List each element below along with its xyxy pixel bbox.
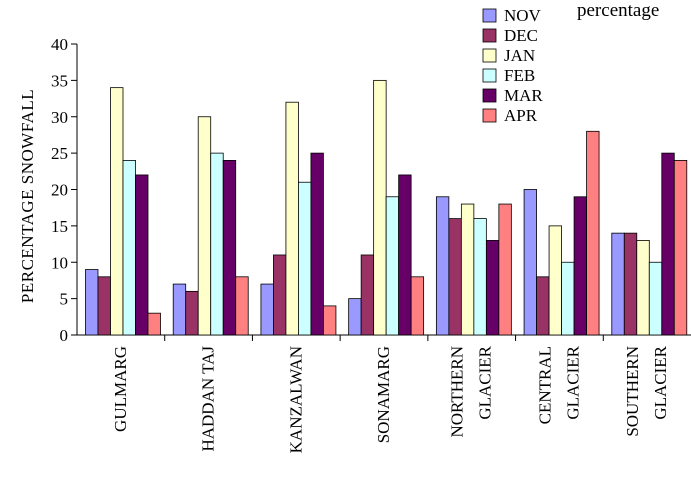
- legend-label-jan: JAN: [504, 46, 535, 65]
- bar-feb: [648, 261, 663, 336]
- bar-mar: [310, 152, 324, 336]
- y-tick-label: 15: [51, 217, 68, 236]
- bar-apr: [235, 276, 249, 336]
- bar-feb: [298, 181, 312, 336]
- y-tick-label: 25: [51, 144, 68, 163]
- bar-jan: [373, 79, 387, 336]
- bar-nov: [260, 283, 274, 336]
- bar-nov: [611, 232, 625, 336]
- bar-apr: [323, 305, 337, 336]
- legend-label-nov: NOV: [504, 6, 542, 25]
- bar-nov: [523, 189, 537, 336]
- bar-mar: [573, 196, 587, 336]
- bar-dec: [360, 254, 375, 336]
- category-label: GLACIER: [651, 345, 670, 419]
- bar-feb: [385, 196, 400, 336]
- y-tick-label: 10: [51, 253, 68, 272]
- legend-swatch-feb: [482, 68, 497, 83]
- bar-apr: [586, 130, 600, 336]
- category-label: SOUTHERN: [623, 346, 642, 437]
- bar-nov: [348, 298, 362, 336]
- bar-dec: [97, 276, 111, 336]
- y-tick-label: 35: [51, 71, 68, 90]
- bar-jan: [636, 240, 650, 336]
- legend-swatch-apr: [482, 108, 497, 123]
- bar-dec: [536, 276, 550, 336]
- bar-jan: [110, 87, 124, 336]
- bar-jan: [460, 203, 475, 336]
- bar-dec: [448, 218, 462, 336]
- bar-apr: [147, 312, 161, 336]
- bar-apr: [498, 203, 512, 336]
- y-tick-label: 5: [60, 290, 69, 309]
- bar-mar: [661, 152, 675, 336]
- category-label: HADDAN TAJ: [199, 346, 218, 452]
- bar-feb: [473, 218, 487, 336]
- legend-swatch-jan: [482, 48, 497, 63]
- bar-jan: [285, 101, 299, 336]
- bar-feb: [122, 159, 136, 336]
- legend-label-feb: FEB: [504, 66, 535, 85]
- bar-nov: [85, 269, 99, 336]
- bar-apr: [673, 159, 688, 336]
- category-label: KANZALWAN: [286, 346, 305, 453]
- bars: [85, 79, 688, 336]
- category-label: GULMARG: [111, 346, 130, 432]
- chart-top-text: percentage: [577, 0, 659, 21]
- bar-jan: [548, 225, 562, 336]
- bar-jan: [197, 116, 212, 336]
- category-label: NORTHERN: [448, 346, 467, 438]
- bar-mar: [485, 240, 500, 336]
- category-label: SONAMARG: [374, 346, 393, 443]
- legend-label-mar: MAR: [504, 86, 543, 105]
- legend-swatch-dec: [482, 28, 497, 43]
- bar-dec: [185, 290, 199, 336]
- legend-swatch-nov: [482, 8, 497, 23]
- y-tick-label: 20: [51, 181, 68, 200]
- category-label: GLACIER: [563, 345, 582, 419]
- bar-dec: [623, 232, 638, 336]
- legend-swatch-mar: [482, 88, 497, 103]
- y-axis-title: PERCENTAGE SNOWFALL: [18, 89, 37, 303]
- bar-feb: [210, 152, 224, 336]
- legend-label-dec: DEC: [504, 26, 538, 45]
- y-tick-label: 30: [51, 108, 68, 127]
- y-tick-label: 0: [60, 326, 69, 345]
- bar-mar: [398, 174, 412, 336]
- legend-label-apr: APR: [504, 106, 538, 125]
- bar-mar: [135, 174, 149, 336]
- bar-nov: [172, 283, 187, 336]
- bar-apr: [410, 276, 425, 336]
- y-tick-label: 40: [51, 35, 68, 54]
- bar-mar: [222, 159, 237, 336]
- bar-dec: [273, 254, 287, 336]
- bar-nov: [435, 196, 450, 336]
- category-labels: GULMARG HADDAN TAJ KANZALWAN SONAMARG NORTHE…: [111, 345, 670, 453]
- category-label: CENTRAL: [535, 346, 554, 424]
- bar-feb: [561, 261, 575, 336]
- category-label: GLACIER: [476, 345, 495, 419]
